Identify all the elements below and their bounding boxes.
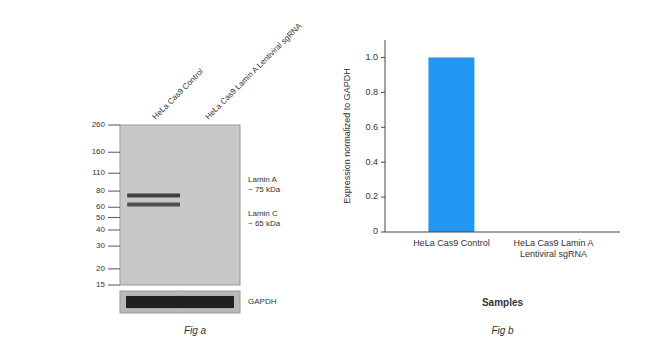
- loading-band: [126, 296, 181, 308]
- ladder-tick: [108, 152, 120, 153]
- annotation-line: ~ 75 kDa: [248, 185, 281, 194]
- ladder-label: 110: [92, 168, 105, 177]
- annotation-line: Lamin A: [248, 175, 278, 184]
- label-line: HeLa Cas9 Lamin A: [514, 238, 594, 248]
- figure: 260 160 110 80 60 50 40 30 20 15 HeLa Cas9 Control…: [0, 0, 650, 342]
- x-axis: [385, 232, 620, 233]
- blot-panel: 260 160 110 80 60 50 40 30 20 15 HeLa Cas9 Control…: [92, 21, 304, 336]
- x-tick-label: HeLa Cas9 Lamin ALentiviral sgRNA: [514, 238, 594, 259]
- background: [0, 0, 650, 342]
- ladder-tick: [108, 246, 120, 247]
- ladder-tick: [108, 217, 120, 218]
- loading-label: GAPDH: [248, 297, 277, 306]
- bars: [428, 57, 474, 232]
- band: [127, 193, 180, 197]
- ladder-label: 160: [92, 147, 106, 156]
- y-tick: [381, 232, 385, 233]
- bar-panel: 0 0.2 0.4 0.6 0.8 1.0 HeLa Cas9 Control HeLa Ca…: [342, 40, 620, 336]
- y-tick-label: 0.2: [365, 191, 378, 201]
- ladder-label: 60: [96, 202, 105, 211]
- ladder-label: 80: [96, 186, 105, 195]
- annotation-line: ~ 65 kDa: [248, 219, 281, 228]
- label-line: HeLa Cas9 Control: [413, 238, 490, 248]
- loading-band: [179, 296, 234, 308]
- ladder-label: 50: [96, 213, 105, 222]
- annotation-line: Lamin C: [248, 209, 278, 218]
- y-tick-label: 0.8: [365, 87, 378, 97]
- ladder-tick: [108, 207, 120, 208]
- y-axis-title: Expression normalized to GAPDH: [342, 68, 352, 204]
- band: [127, 203, 180, 207]
- y-tick: [381, 197, 385, 198]
- y-tick: [381, 127, 385, 128]
- x-tick-label: HeLa Cas9 Control: [413, 238, 490, 248]
- ladder-label: 40: [96, 225, 105, 234]
- label-line: Lentiviral sgRNA: [520, 249, 587, 259]
- ladder-tick: [108, 173, 120, 174]
- loading-strip: [120, 291, 240, 313]
- y-tick-label: 0: [373, 226, 378, 236]
- bar: [428, 57, 474, 232]
- y-tick: [381, 162, 385, 163]
- y-tick: [381, 57, 385, 58]
- ladder-label: 260: [92, 120, 106, 129]
- band-annotation: Lamin C~ 65 kDa: [248, 209, 281, 228]
- x-axis-title: Samples: [482, 297, 524, 308]
- ladder-tick: [108, 229, 120, 230]
- ladder-tick: [108, 285, 120, 286]
- ladder-label: 30: [96, 241, 105, 250]
- y-axis: [385, 40, 386, 232]
- lane-label: HeLa Cas9 Control: [151, 67, 206, 122]
- y-tick-label: 1.0: [365, 52, 378, 62]
- gel: [120, 125, 240, 285]
- ladder-tick: [108, 191, 120, 192]
- ladder-tick: [108, 268, 120, 269]
- ladder-label: 15: [96, 280, 105, 289]
- y-tick-label: 0.4: [365, 157, 378, 167]
- band-annotation: Lamin A~ 75 kDa: [248, 175, 281, 194]
- y-tick: [381, 92, 385, 93]
- caption: Fig a: [184, 325, 207, 336]
- ladder-label: 20: [96, 264, 105, 273]
- ladder-tick: [108, 125, 120, 126]
- lane-label: HeLa Cas9 Lamin A Lentiviral sgRNA: [203, 21, 304, 122]
- caption: Fig b: [491, 325, 514, 336]
- y-tick-label: 0.6: [365, 122, 378, 132]
